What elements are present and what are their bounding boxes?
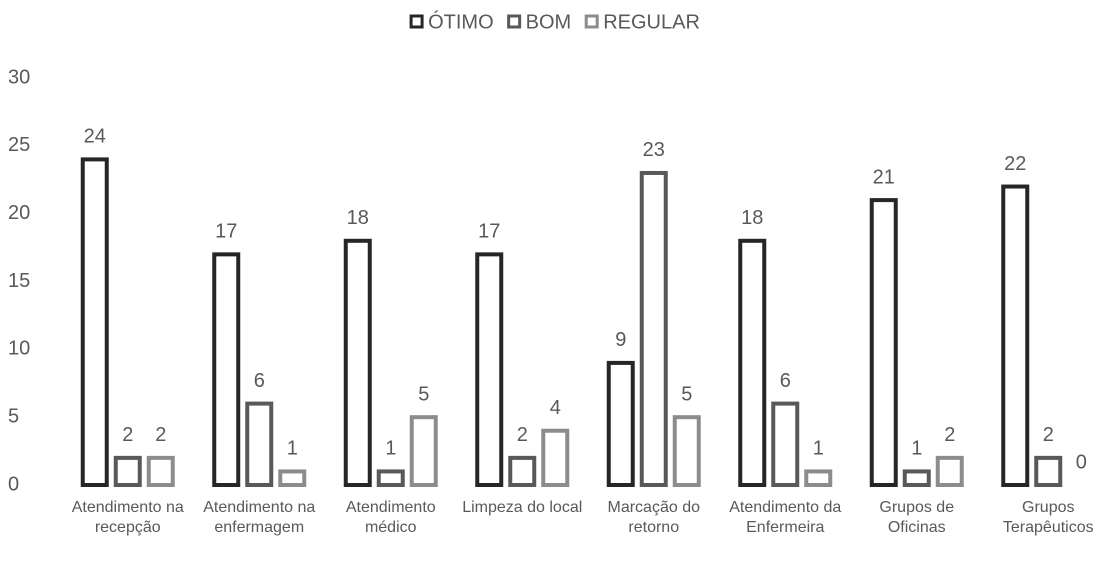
y-tick-label: 10	[8, 338, 30, 360]
data-label: 18	[347, 207, 369, 229]
y-tick-label: 25	[8, 134, 30, 156]
data-label: 21	[873, 166, 895, 188]
x-tick-label: Limpeza do local	[462, 499, 583, 516]
data-label: 2	[1043, 424, 1054, 446]
bar	[804, 469, 833, 487]
bar	[278, 469, 307, 487]
bar	[672, 415, 701, 487]
bar	[245, 401, 274, 488]
data-label: 1	[813, 438, 824, 460]
data-label: 2	[122, 424, 133, 446]
bar	[113, 455, 142, 488]
x-tick-label: Grupos de Oficinas	[879, 499, 955, 536]
bar	[1001, 184, 1030, 488]
bar	[80, 157, 109, 487]
legend-swatch	[584, 14, 599, 29]
data-label: 2	[944, 424, 955, 446]
x-tick-label: Grupos Terapêuticos	[1002, 499, 1094, 536]
bar	[639, 170, 668, 487]
data-label: 5	[418, 383, 429, 405]
data-label: 17	[478, 221, 500, 243]
y-tick-label: 30	[8, 66, 30, 88]
data-label: 1	[287, 438, 298, 460]
bar	[376, 469, 405, 487]
bar	[212, 252, 241, 487]
legend-label: BOM	[526, 11, 572, 33]
bar	[508, 455, 537, 488]
y-tick-label: 0	[8, 473, 19, 495]
bar	[738, 238, 767, 487]
data-label: 17	[215, 221, 237, 243]
data-label: 2	[517, 424, 528, 446]
data-label: 9	[615, 329, 626, 351]
data-label: 5	[681, 383, 692, 405]
x-tick-label: Marcação do retorno	[607, 499, 701, 536]
data-label: 0	[1076, 451, 1087, 473]
legend-swatch	[409, 14, 424, 29]
bar	[771, 401, 800, 488]
data-label: 18	[741, 207, 763, 229]
bar	[869, 198, 898, 487]
bar	[606, 360, 635, 487]
bar	[541, 428, 570, 488]
data-label: 22	[1004, 153, 1026, 175]
bar	[409, 415, 438, 487]
x-tick-label: Atendimento na enfermagem	[203, 499, 316, 536]
data-label: 1	[911, 438, 922, 460]
y-tick-label: 5	[8, 405, 19, 427]
legend-label: ÓTIMO	[428, 10, 494, 33]
y-tick-label: 15	[8, 270, 30, 292]
bar	[343, 238, 372, 487]
legend-label: REGULAR	[603, 11, 700, 33]
data-label: 2	[155, 424, 166, 446]
legend-swatch	[507, 14, 522, 29]
x-tick-label: Atendimento na recepção	[71, 499, 184, 536]
x-tick-label: Atendimento da Enfermeira	[729, 499, 842, 536]
y-tick-label: 20	[8, 202, 30, 224]
bar	[902, 469, 931, 487]
bar	[1034, 455, 1063, 488]
bar	[935, 455, 964, 488]
data-label: 1	[385, 438, 396, 460]
data-label: 24	[84, 126, 106, 148]
x-tick-label: Atendimento médico	[345, 499, 436, 536]
data-label: 6	[254, 370, 265, 392]
data-label: 23	[643, 139, 665, 161]
data-label: 6	[780, 370, 791, 392]
bar	[475, 252, 504, 487]
bar	[146, 455, 175, 488]
data-label: 4	[550, 397, 561, 419]
